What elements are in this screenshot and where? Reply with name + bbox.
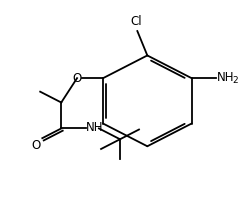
Text: NH: NH (217, 71, 234, 84)
Text: Cl: Cl (130, 16, 142, 28)
Text: O: O (32, 139, 41, 152)
Text: O: O (72, 72, 81, 85)
Text: 2: 2 (232, 76, 238, 85)
Text: NH: NH (86, 121, 104, 134)
